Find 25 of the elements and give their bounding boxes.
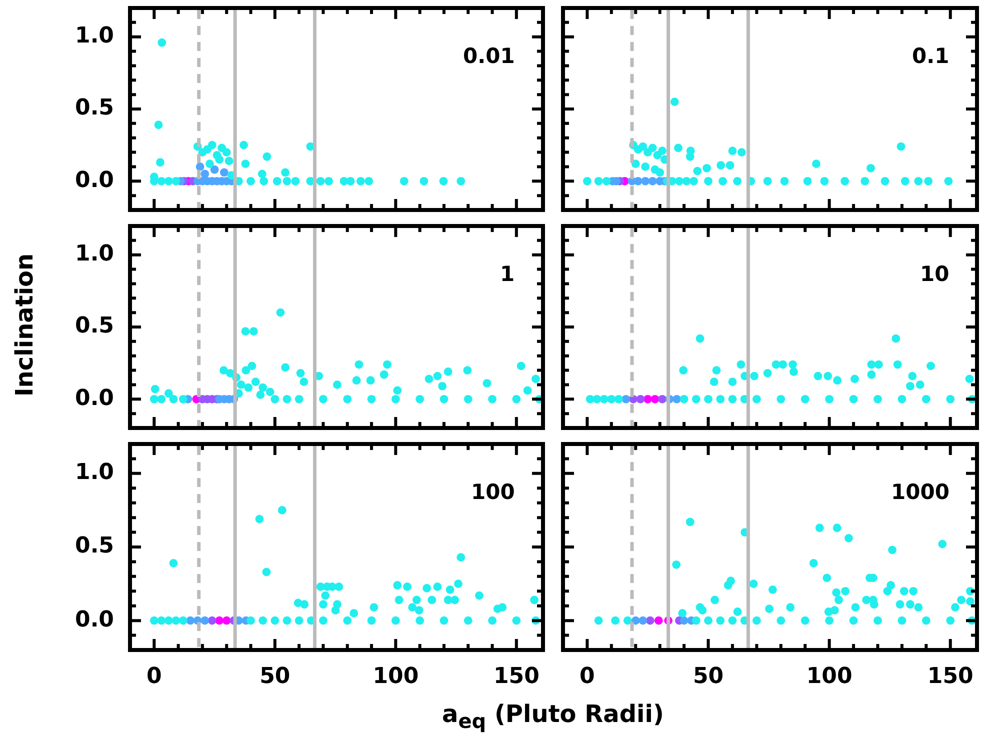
y-axis-title: Inclination (10, 253, 38, 397)
x-tick-label: 150 (493, 664, 540, 689)
x-tick-label: 50 (692, 664, 724, 689)
x-tick-label: 0 (146, 664, 162, 689)
x-tick-label: 100 (372, 664, 419, 689)
y-tick-label: 0.5 (75, 534, 114, 559)
annotation: 100 (471, 480, 515, 505)
x-tick-label: 100 (806, 664, 852, 689)
annotation: 1 (500, 262, 515, 287)
annotation: 1000 (891, 480, 950, 505)
x-tick-label: 0 (580, 664, 595, 689)
y-tick-label: 0.0 (75, 386, 114, 411)
x-axis-title: a$_{eq}$ (Pluto Radii) (442, 700, 664, 733)
y-tick-label: 0.0 (75, 607, 114, 632)
y-tick-label: 1.0 (75, 242, 114, 267)
y-tick-label: 0.5 (75, 314, 114, 339)
y-tick-label: 0.0 (75, 168, 114, 193)
x-tick-label: 150 (927, 664, 974, 689)
y-tick-label: 0.5 (75, 96, 114, 121)
y-tick-label: 1.0 (75, 24, 114, 49)
y-tick-label: 1.0 (75, 460, 114, 486)
annotation: 0.1 (912, 44, 950, 69)
annotation: 10 (920, 262, 950, 287)
x-tick-label: 50 (260, 664, 290, 689)
annotation: 0.01 (463, 44, 515, 69)
